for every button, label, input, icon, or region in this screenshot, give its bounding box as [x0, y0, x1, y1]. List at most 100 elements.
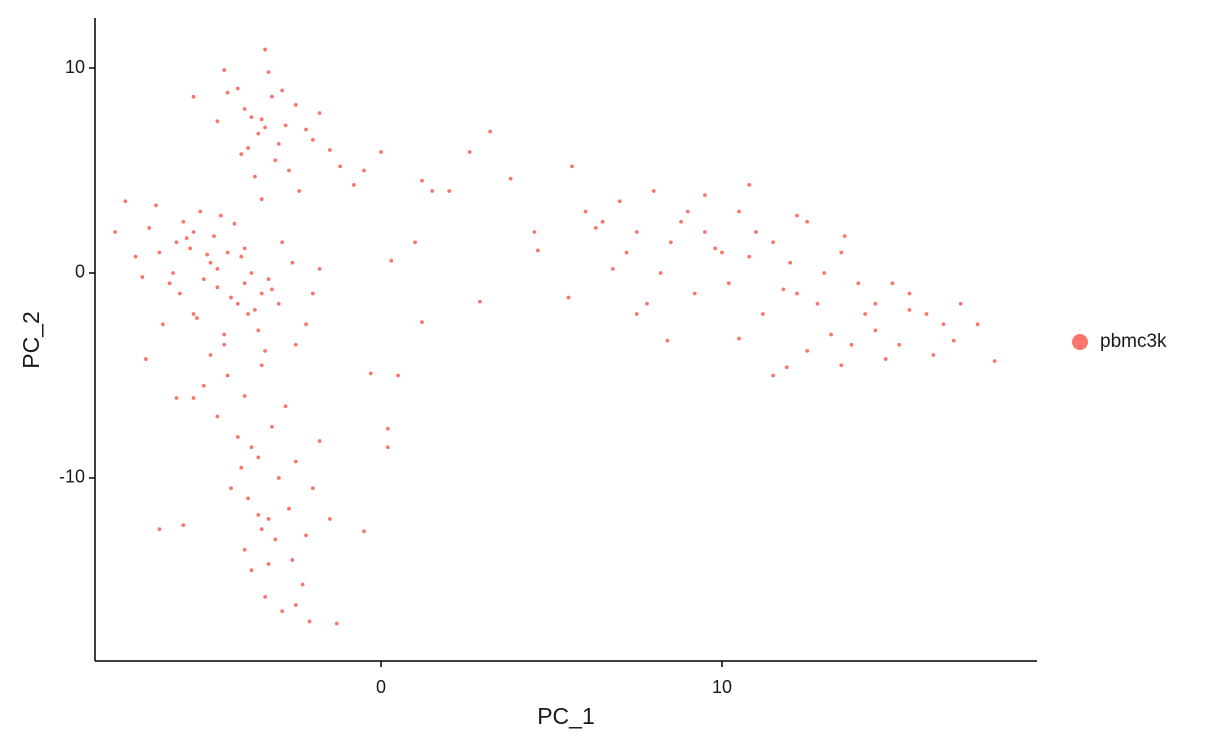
point — [191, 94, 196, 99]
point — [610, 266, 615, 271]
point — [167, 281, 172, 286]
point — [300, 582, 305, 587]
point — [593, 225, 598, 230]
point — [266, 277, 271, 282]
x-tick-label: 10 — [712, 677, 732, 697]
point — [290, 260, 295, 265]
point — [566, 295, 571, 300]
point — [222, 332, 227, 337]
point — [270, 287, 274, 292]
point — [222, 68, 227, 72]
point — [218, 213, 223, 218]
point — [829, 332, 833, 337]
point — [256, 455, 261, 460]
point — [246, 312, 250, 316]
point — [795, 291, 799, 296]
point — [249, 271, 254, 275]
point — [249, 568, 254, 573]
point — [467, 150, 472, 154]
point — [304, 127, 308, 132]
point — [157, 527, 162, 532]
point — [215, 414, 220, 419]
point — [198, 209, 203, 214]
point — [822, 271, 827, 275]
point — [276, 301, 281, 306]
point — [624, 250, 629, 255]
point — [181, 219, 186, 224]
point — [208, 353, 213, 357]
point — [123, 199, 128, 204]
point — [177, 291, 182, 296]
point — [488, 129, 493, 134]
point — [362, 168, 366, 173]
point — [113, 230, 118, 234]
point — [225, 90, 230, 95]
point — [160, 322, 165, 327]
point — [420, 320, 424, 325]
point — [883, 357, 888, 361]
point — [259, 291, 264, 296]
point — [287, 168, 291, 173]
point — [508, 176, 513, 181]
point — [280, 240, 285, 245]
point — [252, 174, 257, 179]
point — [263, 594, 268, 599]
point — [334, 621, 339, 626]
point — [317, 266, 322, 271]
point — [310, 486, 315, 491]
point — [890, 281, 895, 286]
point — [645, 301, 649, 306]
point — [317, 111, 322, 116]
point — [754, 230, 758, 234]
point — [235, 301, 240, 306]
point-series — [113, 47, 997, 626]
point — [692, 291, 697, 296]
point — [239, 254, 244, 259]
point — [389, 258, 394, 263]
point — [362, 529, 366, 534]
point — [249, 445, 254, 450]
point — [737, 336, 741, 341]
point — [992, 359, 997, 364]
point — [842, 234, 847, 238]
point — [535, 248, 540, 253]
point — [651, 189, 656, 193]
point — [784, 365, 789, 370]
point — [266, 562, 271, 566]
point — [805, 348, 810, 353]
point — [856, 281, 861, 286]
point — [171, 271, 175, 275]
point — [703, 230, 707, 234]
point — [338, 164, 343, 169]
point — [720, 250, 724, 255]
point — [249, 115, 254, 120]
point — [259, 363, 264, 368]
point — [747, 182, 752, 187]
point — [304, 533, 308, 538]
point — [143, 357, 148, 361]
point — [246, 146, 250, 150]
point — [713, 246, 718, 251]
x-tick-label: 0 — [376, 677, 386, 697]
point — [795, 213, 799, 218]
point — [737, 209, 741, 214]
point — [270, 94, 274, 99]
point — [747, 254, 752, 259]
point — [771, 240, 776, 245]
point — [726, 281, 731, 286]
point — [447, 189, 452, 193]
point — [157, 250, 162, 255]
point — [256, 328, 261, 333]
point — [266, 70, 271, 75]
point — [263, 348, 268, 353]
point — [658, 271, 663, 275]
point — [205, 252, 210, 257]
point — [191, 396, 196, 400]
point — [849, 342, 854, 347]
point — [201, 383, 206, 388]
point — [259, 527, 264, 532]
point — [256, 131, 261, 136]
point — [181, 523, 186, 528]
